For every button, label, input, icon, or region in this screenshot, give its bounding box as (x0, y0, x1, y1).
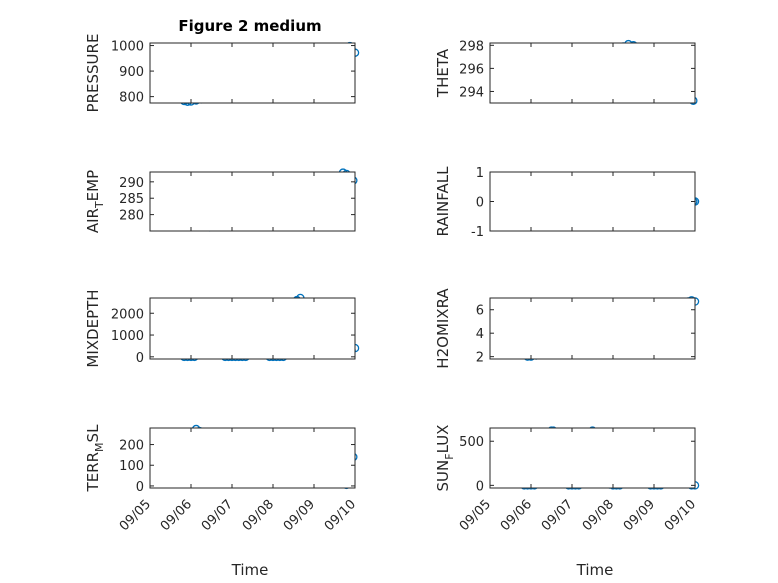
y-axis-label-subscript: F (443, 453, 456, 459)
y-tick-label: 0 (476, 479, 484, 494)
x-tick-label: 09/07 (199, 497, 236, 534)
axes-frame (489, 42, 696, 104)
x-tick-label: 09/06 (498, 497, 535, 534)
axes-frame (149, 297, 356, 360)
y-axis-label-main: THETA (434, 48, 452, 98)
y-tick-label: 800 (119, 91, 144, 106)
x-tick-label: 09/05 (117, 497, 154, 534)
y-tick-label: 0 (136, 480, 144, 495)
subplot-terr: 0 100 200 09/05 09/06 09/07 09/08 09/09 09/10 TER… (84, 424, 359, 534)
x-tick-label: 09/08 (240, 497, 277, 534)
y-axis-label-main: RAINFALL (434, 166, 452, 237)
y-tick-label: 296 (459, 62, 484, 77)
y-tick-label: 294 (459, 85, 484, 100)
y-tick-label: 100 (119, 459, 144, 474)
y-tick-label: -1 (471, 225, 484, 240)
y-tick-label: 0 (476, 196, 484, 211)
y-axis-label-main: SUN (434, 460, 452, 492)
y-tick-label: 500 (459, 435, 484, 450)
x-tick-label: 09/05 (457, 497, 494, 534)
subplot-theta: 294 296 298 THETA (434, 39, 698, 105)
y-axis-label-tail: EMP (84, 170, 102, 201)
y-tick-label: 2 (476, 351, 484, 366)
x-tick-label: 09/10 (322, 497, 359, 534)
axes-frame (149, 42, 356, 104)
y-axis-label-tail: LUX (434, 425, 452, 454)
y-tick-label: 298 (459, 39, 484, 54)
y-tick-label: 1000 (111, 329, 144, 344)
axes-frame (489, 427, 696, 489)
y-axis-label-main: PRESSURE (84, 34, 102, 113)
y-tick-label: 200 (119, 439, 144, 454)
y-tick-label: 2000 (111, 307, 144, 322)
y-tick-label: 280 (119, 209, 144, 224)
subplot-sun: 0 500 09/05 09/06 09/07 09/08 09/09 09/10 SUNFLU… (434, 425, 700, 534)
axes-frame (489, 171, 696, 232)
x-tick-label: 09/09 (621, 497, 658, 534)
x-tick-label: 09/10 (662, 497, 699, 534)
subplot-rainfall: -1 0 1 RAINFALL (434, 166, 700, 240)
axes-frame (149, 427, 356, 489)
axes-frame (149, 171, 356, 232)
axes-frame (489, 297, 696, 360)
y-tick-label: 1000 (111, 40, 144, 55)
y-axis-label: H2OMIXRA (434, 288, 452, 369)
y-axis-label-main: AIR (84, 208, 102, 233)
y-axis-label: PRESSURE (84, 34, 102, 113)
x-tick-label: 09/06 (158, 497, 195, 534)
y-axis-label-main: MIXDEPTH (84, 289, 102, 367)
figure-title: Figure 2 medium (178, 17, 321, 35)
y-tick-label: 1 (476, 166, 484, 181)
subplot-h2omixra: 2 4 6 H2OMIXRA (434, 288, 700, 369)
y-tick-label: 4 (476, 327, 484, 342)
y-tick-label: 290 (119, 176, 144, 191)
y-axis-label: RAINFALL (434, 166, 452, 237)
x-tick-label: 09/08 (580, 497, 617, 534)
y-axis-label-main: TERR (84, 452, 102, 493)
y-tick-label: 6 (476, 304, 484, 319)
y-axis-label: SUNFLUX (434, 425, 456, 492)
y-axis-label: AIRTEMP (84, 170, 106, 233)
y-axis-label: TERRMSL (84, 424, 106, 493)
subplot-pressure: 800 900 1000 PRESSURE (84, 34, 360, 113)
subplot-mixdepth: 0 1000 2000 MIXDEPTH (84, 289, 360, 368)
y-tick-label: 285 (119, 192, 144, 207)
x-axis-label-left: Time (231, 561, 269, 579)
y-axis-label-main: H2OMIXRA (434, 288, 452, 369)
y-axis-label: THETA (434, 48, 452, 98)
x-axis-label-right: Time (576, 561, 614, 579)
y-tick-label: 0 (136, 351, 144, 366)
y-axis-label-subscript: M (93, 442, 106, 452)
y-axis-label-tail: SL (84, 424, 102, 443)
y-tick-label: 900 (119, 65, 144, 80)
x-tick-label: 09/09 (281, 497, 318, 534)
y-axis-label-subscript: T (93, 201, 106, 209)
y-axis-label: MIXDEPTH (84, 289, 102, 367)
x-tick-label: 09/07 (539, 497, 576, 534)
